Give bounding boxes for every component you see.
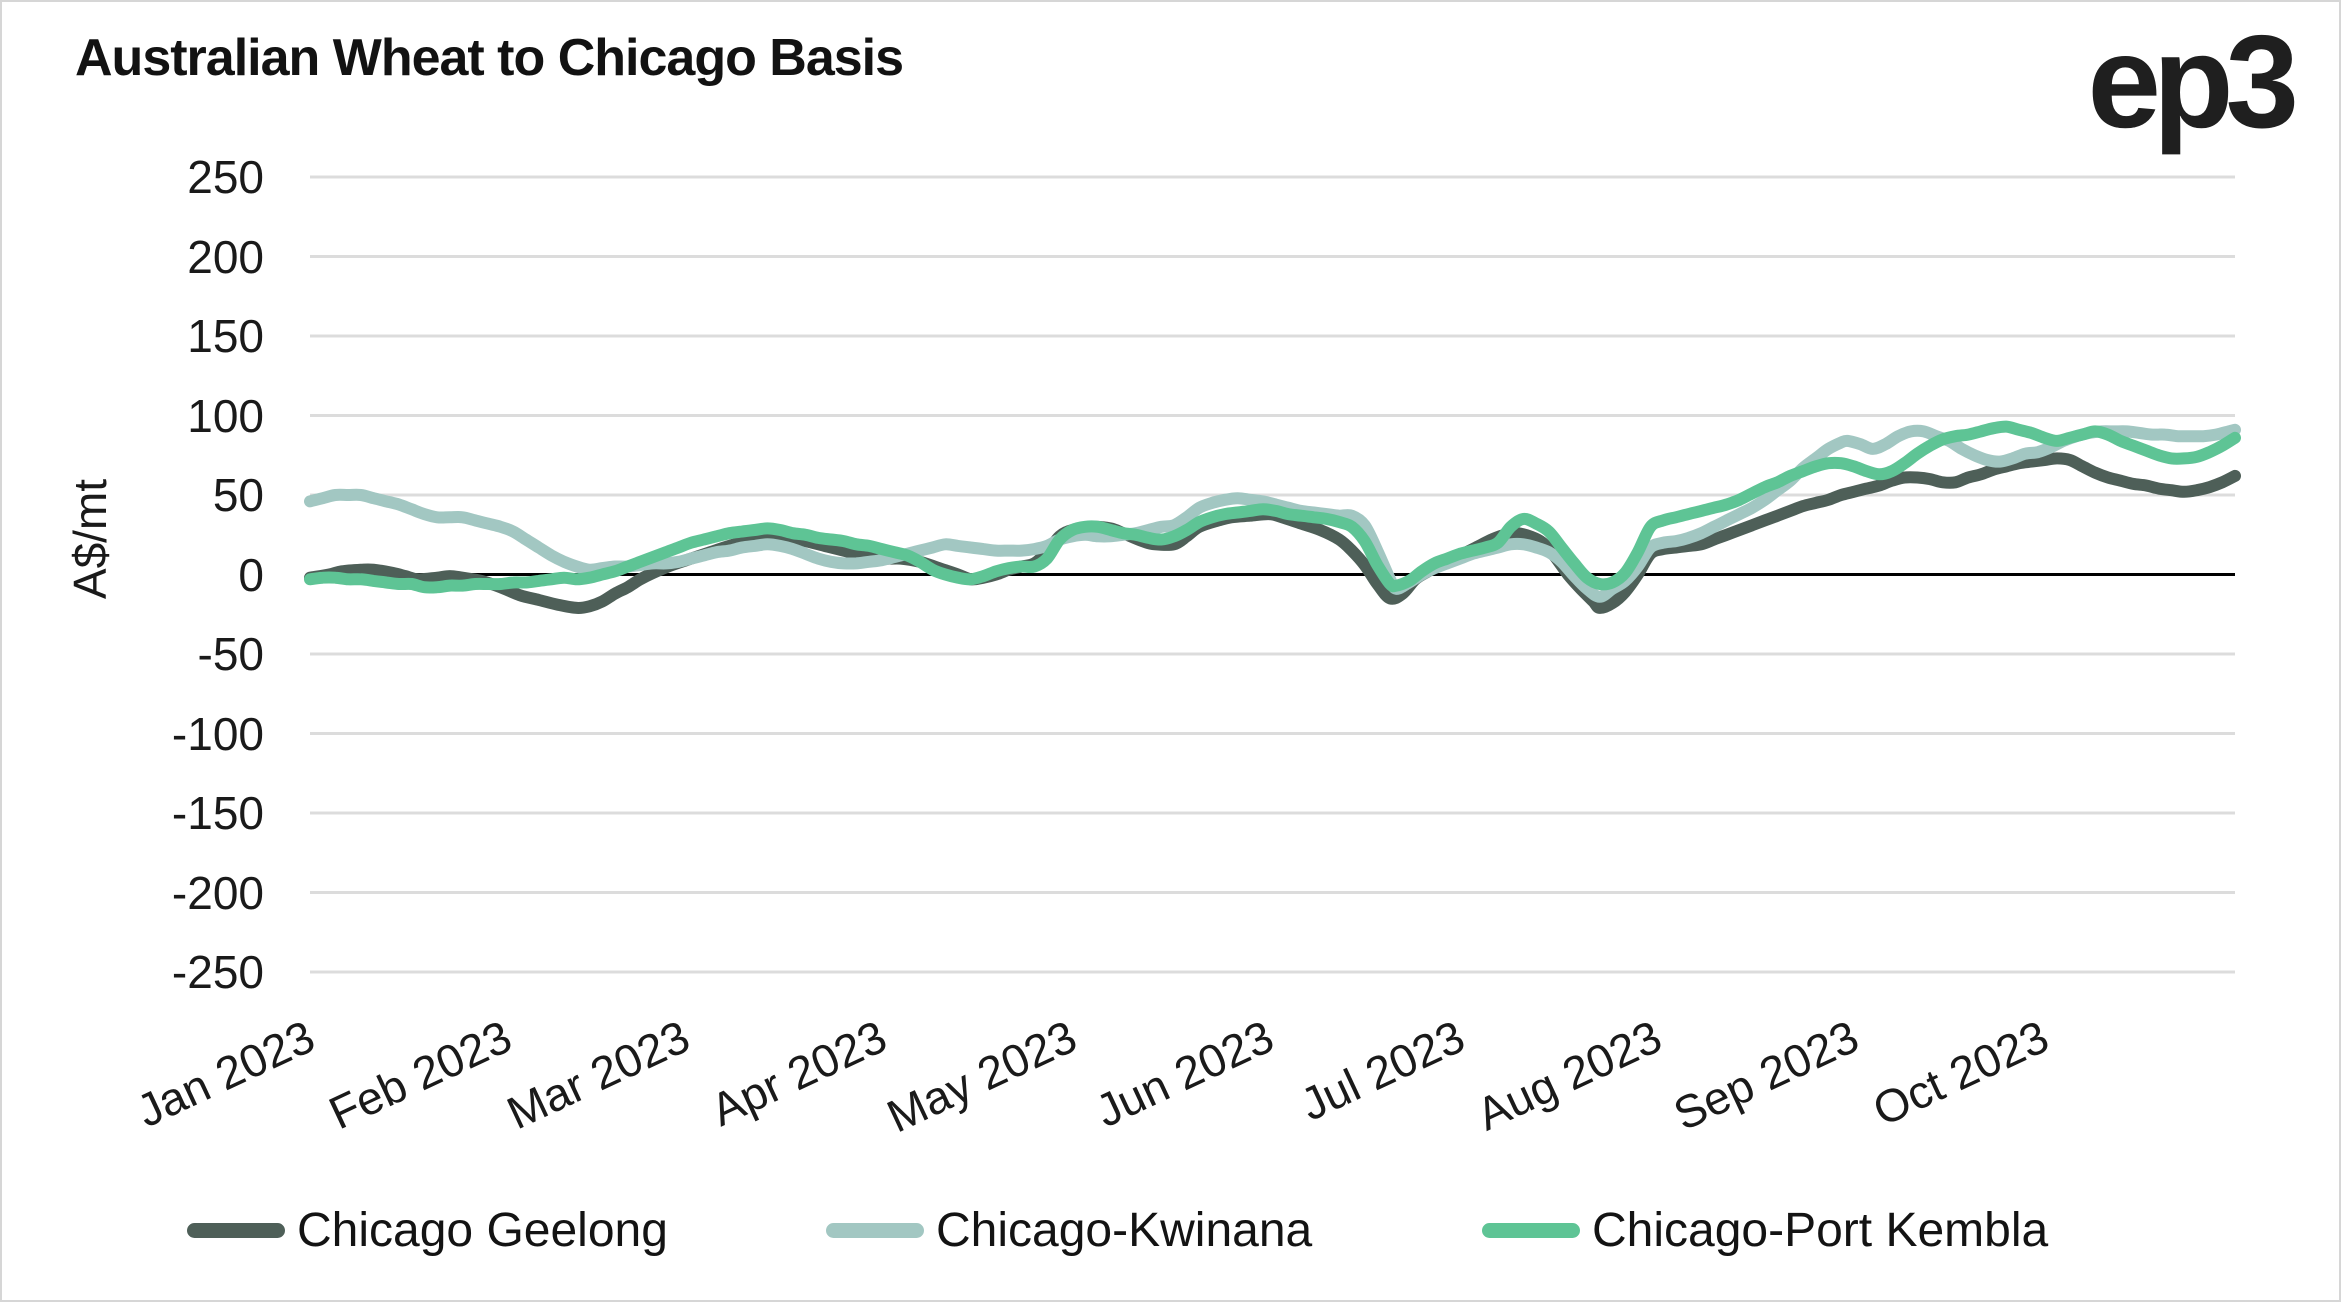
x-tick: Oct 2023 <box>1865 1010 2056 1136</box>
y-tick: 250 <box>187 151 264 203</box>
y-tick: 50 <box>213 469 264 521</box>
legend-item-chicago-kwinana: Chicago-Kwinana <box>826 1200 1312 1260</box>
y-axis-title: A$/mt <box>64 479 116 599</box>
x-tick: Apr 2023 <box>703 1010 894 1136</box>
x-tick: Mar 2023 <box>499 1010 697 1139</box>
y-tick: -200 <box>172 867 264 919</box>
legend-item-chicago-geelong: Chicago Geelong <box>187 1200 668 1260</box>
legend-item-chicago-port-kembla: Chicago-Port Kembla <box>1482 1200 2048 1260</box>
x-tick: Aug 2023 <box>1469 1010 1669 1140</box>
x-tick: Jan 2023 <box>129 1010 323 1137</box>
x-tick: May 2023 <box>879 1010 1084 1143</box>
series-lines <box>304 420 2241 614</box>
legend-label: Chicago Geelong <box>297 1203 668 1257</box>
line-chicago-geelong <box>304 452 2241 614</box>
line-chicago-port-kembla <box>304 420 2241 594</box>
ep3-logo: ep3 <box>2087 8 2299 155</box>
y-tick: -150 <box>172 787 264 839</box>
y-tick: -50 <box>198 628 264 680</box>
legend-label: Chicago-Kwinana <box>936 1203 1313 1257</box>
legend-swatch-chicago-port-kembla <box>1482 1222 1580 1238</box>
x-tick: Jun 2023 <box>1088 1010 1282 1137</box>
y-tick: 150 <box>187 310 264 362</box>
x-tick: Feb 2023 <box>321 1010 519 1139</box>
y-tick: -100 <box>172 708 264 760</box>
legend-swatch-chicago-geelong <box>187 1222 285 1238</box>
y-tick: -250 <box>172 946 264 998</box>
chart-title: Australian Wheat to Chicago Basis <box>75 29 904 87</box>
y-tick: 0 <box>238 549 264 601</box>
x-axis-tick-labels: Jan 2023 Feb 2023 Mar 2023 Apr 2023 May … <box>129 1010 2057 1143</box>
legend-label: Chicago-Port Kembla <box>1592 1203 2049 1257</box>
x-tick: Sep 2023 <box>1666 1010 1866 1140</box>
y-axis-tick-labels: 250 200 150 100 50 0 -50 -100 -150 -200 … <box>172 151 264 998</box>
y-tick: 100 <box>187 390 264 442</box>
y-tick: 200 <box>187 231 264 283</box>
x-tick: Jul 2023 <box>1293 1010 1473 1131</box>
legend-swatch-chicago-kwinana <box>826 1222 924 1238</box>
